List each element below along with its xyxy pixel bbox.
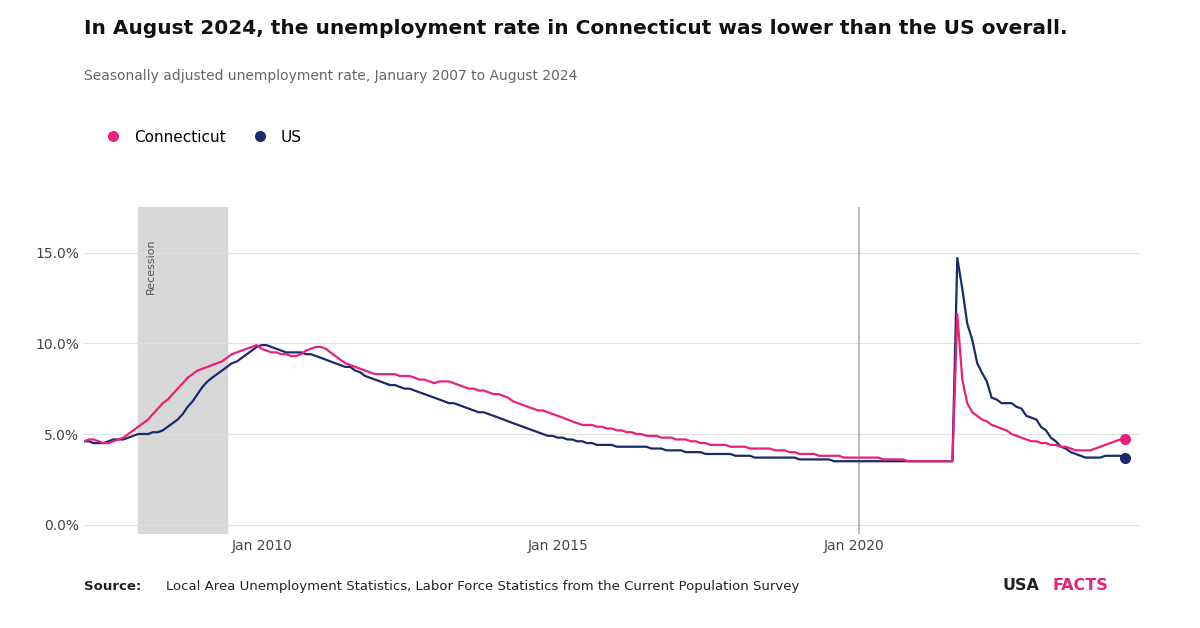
Text: FACTS: FACTS: [1052, 578, 1108, 593]
Text: In August 2024, the unemployment rate in Connecticut was lower than the US overa: In August 2024, the unemployment rate in…: [84, 19, 1068, 38]
Text: Seasonally adjusted unemployment rate, January 2007 to August 2024: Seasonally adjusted unemployment rate, J…: [84, 69, 577, 83]
Text: Recession: Recession: [145, 238, 156, 294]
Legend: Connecticut, US: Connecticut, US: [91, 124, 308, 151]
Text: USA: USA: [1002, 578, 1039, 593]
Text: Local Area Unemployment Statistics, Labor Force Statistics from the Current Popu: Local Area Unemployment Statistics, Labo…: [166, 580, 799, 593]
Text: Source:: Source:: [84, 580, 142, 593]
Bar: [138, 207, 227, 534]
